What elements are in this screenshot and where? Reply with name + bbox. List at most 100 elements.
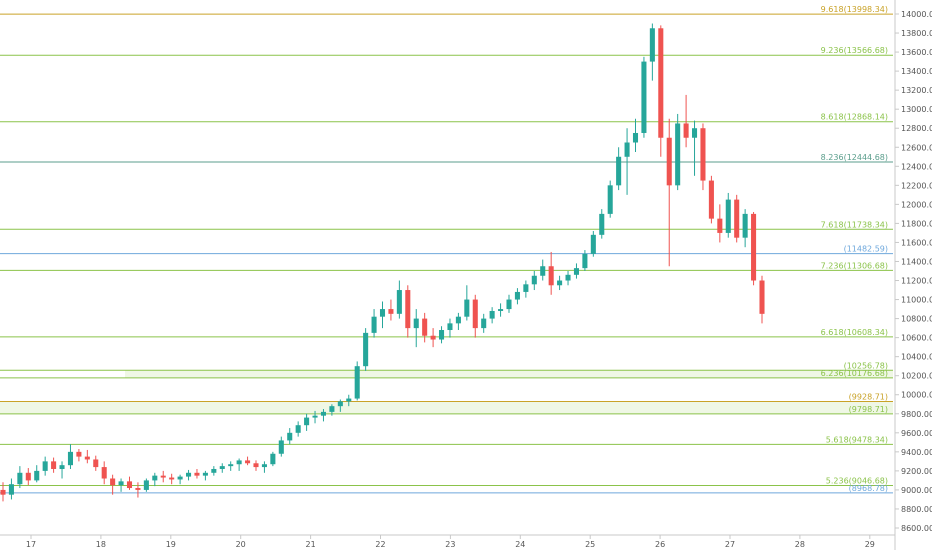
fib-level-label: (8968.78) [849,484,888,493]
x-tick-label: 17 [26,540,36,549]
candle-body [25,472,31,481]
candle-body [76,451,82,457]
candle-body [607,185,613,214]
y-tick-label: 10600.00 [901,334,932,343]
fib-level-label: 5.236(9046.68) [826,476,888,485]
candle-body [700,128,706,181]
y-tick-label: 13200.00 [901,86,932,95]
candle-body [683,123,689,138]
candle-body [346,398,352,402]
candle-body [708,180,714,219]
candle-body [666,137,672,186]
candle-body [548,266,554,286]
y-tick-label: 12800.00 [901,124,932,133]
candle-body [337,401,343,407]
fib-level-label: (10256.78) [844,361,888,370]
x-tick-label: 20 [236,540,246,549]
candle-body [396,290,402,314]
candle-body [143,480,149,490]
candle-body [675,123,681,186]
x-tick-label: 27 [725,540,735,549]
y-tick-label: 11800.00 [901,219,932,228]
candle-body [379,309,386,317]
candle-body [211,468,217,473]
y-tick-label: 11200.00 [901,277,932,286]
candle-body [42,461,48,471]
fib-level-label: 5.618(9478.34) [826,435,888,444]
candle-body [135,488,141,490]
candle-body [388,309,394,314]
candle-body [17,472,23,485]
candle-body [93,459,99,468]
candle-body [464,299,470,317]
candle-body [447,323,453,331]
candle-body [649,28,655,62]
candle-body [641,61,647,133]
y-tick-label: 10400.00 [901,353,932,362]
candle-body [582,253,588,269]
candle-body [742,213,748,238]
candle-body [531,275,537,285]
candle-body [523,284,529,292]
fib-level-label: 6.618(10608.34) [821,328,888,337]
candle-body [261,464,267,468]
candle-body [557,280,563,286]
candle-body [169,477,175,480]
y-tick-label: 9600.00 [901,429,932,438]
candle-body [363,332,369,367]
candle-body [278,440,284,454]
candle-body [725,199,731,233]
y-tick-label: 11400.00 [901,257,932,266]
x-tick-label: 29 [865,540,875,549]
x-tick-label: 18 [96,540,106,549]
fib-zone [125,370,893,378]
candle-body [413,318,419,329]
candle-body [734,199,740,238]
candle-body [472,299,478,329]
candle-body [717,218,723,233]
x-axis: 17 18 19 20 21 22 23 24 25 26 27 28 29 [26,535,875,549]
candle-body [599,213,605,235]
candle-body [481,318,487,329]
candle-body [152,475,158,481]
y-tick-label: 10000.00 [901,391,932,400]
candle-body [160,475,166,478]
x-tick-label: 22 [375,540,385,549]
x-tick-label: 28 [795,540,805,549]
candle-body [287,432,293,441]
candle-body [126,481,133,489]
y-tick-label: 9800.00 [901,410,932,419]
candle-body [245,460,251,464]
candle-body [751,213,757,281]
candle-body [439,330,445,340]
candle-body [34,470,40,481]
candle-body [514,291,520,300]
candle-body [110,478,116,486]
x-tick-label: 21 [306,540,316,549]
x-tick-label: 26 [655,540,665,549]
fib-level-label: 7.236(11306.68) [821,261,888,270]
y-tick-label: 10200.00 [901,372,932,381]
fib-zone [0,401,893,414]
candle-body [455,316,461,324]
candle-body [692,128,698,138]
candle-body [506,299,512,310]
candle-body [236,460,242,465]
fib-level-label: (9928.71) [849,393,888,402]
x-tick-label: 25 [585,540,595,549]
y-tick-label: 11600.00 [901,238,932,247]
candle-body [228,464,234,467]
candle-body [498,309,504,311]
y-tick-label: 8600.00 [901,524,932,533]
candle-body [295,425,301,433]
y-tick-label: 13800.00 [901,29,932,38]
fib-level-label: 9.618(13998.34) [821,5,888,14]
candle-body [118,481,124,486]
candle-body [590,234,596,254]
fib-level-label: 8.236(12444.68) [821,153,888,162]
y-tick-label: 9000.00 [901,486,932,495]
candle-body [51,461,57,469]
candle-body [101,467,107,479]
